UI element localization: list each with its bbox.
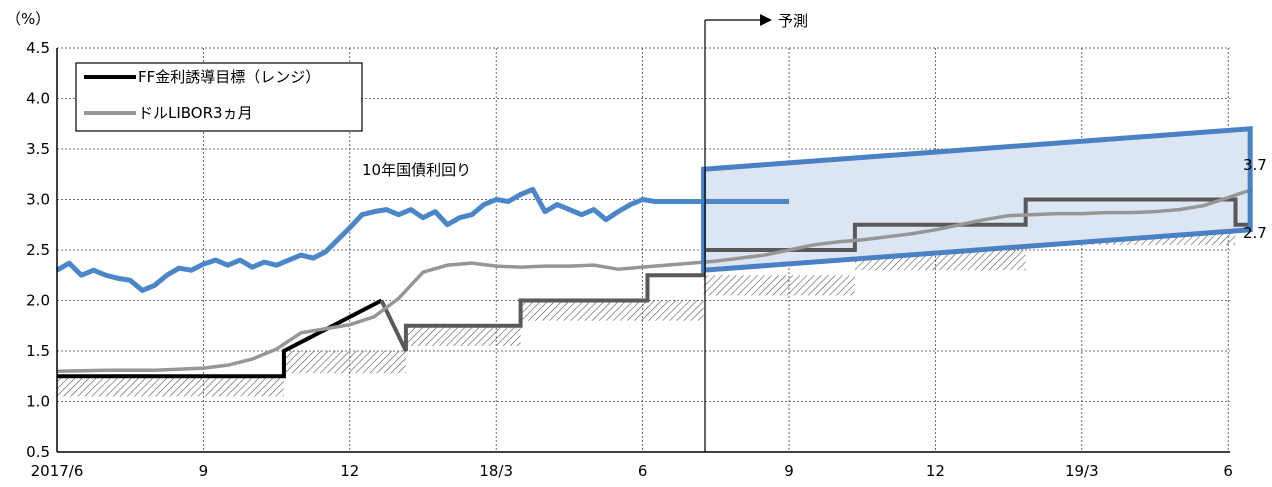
hatch-area xyxy=(283,351,406,374)
hatch-area xyxy=(520,300,704,321)
x-tick-label: 18/3 xyxy=(479,462,513,480)
band-lower-label: 2.7 xyxy=(1243,224,1267,242)
jgb-series-label: 10年国債利回り xyxy=(362,161,471,179)
legend: FF金利誘導目標（レンジ） ドルLIBOR3ヵ月 xyxy=(75,62,363,132)
x-tick-label: 6 xyxy=(1223,462,1233,480)
x-tick-label: 9 xyxy=(784,462,794,480)
hatch-area xyxy=(57,376,284,397)
x-tick-label: 19/3 xyxy=(1065,462,1099,480)
y-unit-label: （%） xyxy=(6,10,50,28)
x-tick-label: 9 xyxy=(199,462,209,480)
forecast-arrow-head xyxy=(760,14,772,26)
y-tick-label: 4.5 xyxy=(26,39,50,57)
series-lines xyxy=(55,126,1254,379)
series-line-ff xyxy=(57,298,383,379)
series-line-jgb xyxy=(55,186,789,293)
y-tick-label: 3.5 xyxy=(26,140,50,158)
series-line-libor xyxy=(56,187,1254,373)
forecast-band xyxy=(703,128,1251,271)
y-tick-label: 2.5 xyxy=(26,241,50,259)
x-tick-label: 6 xyxy=(638,462,648,480)
x-tick-label: 12 xyxy=(340,462,359,480)
forecast-band-outline xyxy=(701,126,1253,273)
y-tick-label: 1.5 xyxy=(26,342,50,360)
y-tick-label: 1.0 xyxy=(26,393,50,411)
band-upper-label: 3.7 xyxy=(1243,156,1267,174)
legend-label-ff: FF金利誘導目標（レンジ） xyxy=(138,68,320,86)
y-tick-label: 3.0 xyxy=(26,191,50,209)
hatch-area xyxy=(703,275,855,296)
y-tick-labels: 0.5 1.0 1.5 2.0 2.5 3.0 3.5 4.0 4.5 xyxy=(26,39,50,461)
x-tick-labels: 2017/6 9 12 18/3 6 9 12 19/3 6 xyxy=(31,462,1233,480)
y-tick-label: 0.5 xyxy=(26,443,50,461)
forecast-label: 予測 xyxy=(778,12,808,30)
hatch-area xyxy=(405,325,521,346)
y-tick-label: 4.0 xyxy=(26,90,50,108)
legend-label-libor: ドルLIBOR3ヵ月 xyxy=(138,104,253,122)
x-tick-label: 2017/6 xyxy=(31,462,84,480)
x-tick-label: 12 xyxy=(926,462,945,480)
forecast-band-fill xyxy=(703,128,1251,271)
y-tick-label: 2.0 xyxy=(26,292,50,310)
legend-box xyxy=(75,62,363,132)
